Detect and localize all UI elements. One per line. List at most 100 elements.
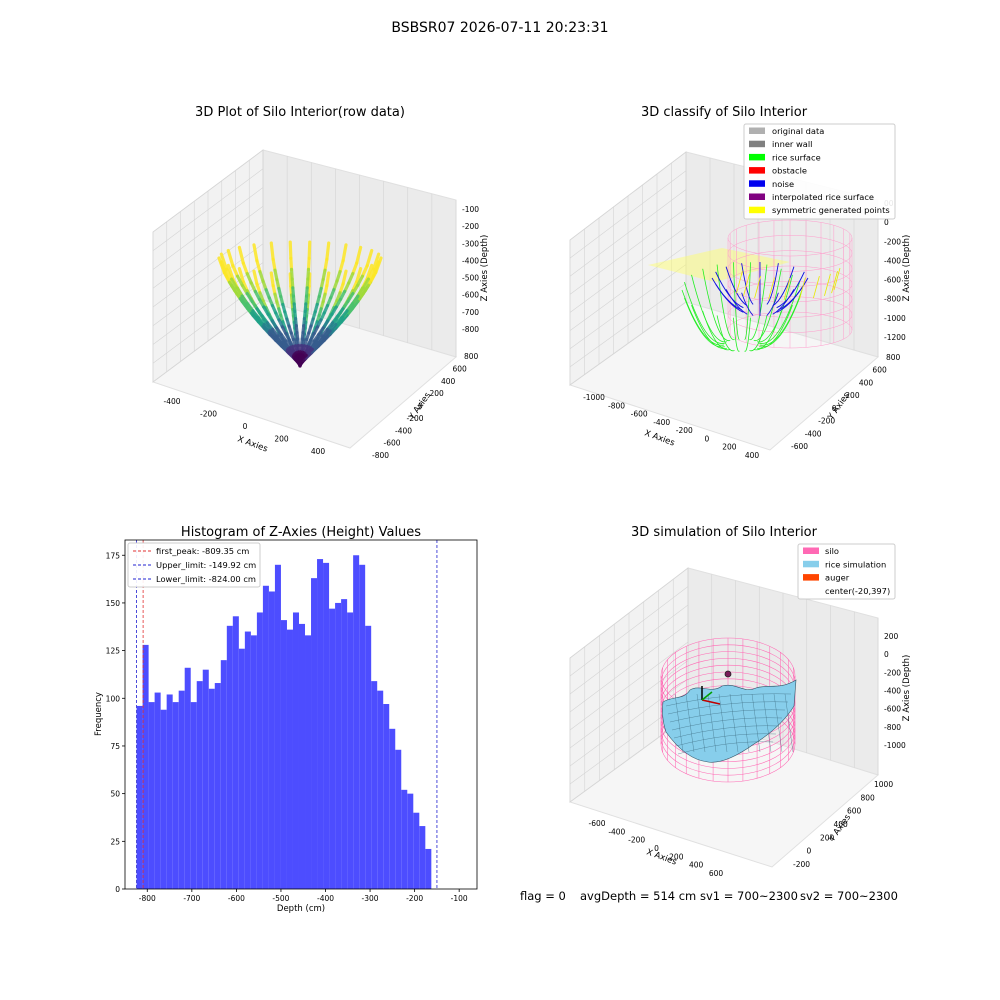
- noise-ray: [741, 263, 754, 305]
- x-tick: 200: [274, 435, 289, 444]
- grid-line: [152, 281, 264, 364]
- histogram-bars: [136, 555, 432, 889]
- histogram-bar: [401, 789, 408, 889]
- symmetric-ray: [754, 275, 761, 299]
- x-tick-label: -700: [183, 894, 200, 903]
- point-ray-segment: [365, 263, 374, 281]
- noise-ray: [772, 266, 795, 307]
- point-ray-segment: [288, 240, 293, 260]
- y-tick: -200: [818, 417, 835, 426]
- histogram-bar: [335, 602, 342, 889]
- x-tick-labels: -600-400-200 0 200 400 600: [588, 819, 723, 878]
- histogram-bar: [286, 629, 293, 889]
- noise-ray: [772, 289, 795, 315]
- histogram-bar: [262, 585, 269, 889]
- z-tick: -300: [462, 239, 479, 248]
- histogram-bar: [280, 620, 287, 889]
- noise-points: [711, 261, 809, 316]
- histogram-bar: [377, 690, 384, 889]
- legend-label: Upper_limit: -149.92 cm: [156, 560, 256, 570]
- histogram-bar: [136, 705, 143, 889]
- rice-surface-ray: [691, 274, 727, 343]
- point-ray-segment: [323, 257, 329, 272]
- histogram-bar: [148, 702, 155, 889]
- z-tick: -200: [884, 237, 901, 246]
- y-tick: 200: [820, 833, 835, 842]
- y-tick: -400: [395, 426, 412, 435]
- z-tick: -100: [462, 205, 479, 214]
- legend-label: symmetric generated points: [772, 205, 890, 215]
- z-tick: -800: [462, 325, 479, 334]
- point-ray-segment: [226, 263, 235, 281]
- y-tick: -200: [793, 860, 810, 869]
- x-tick-label: -800: [139, 894, 156, 903]
- point-ray-segment: [366, 274, 376, 287]
- point-ray-segment: [289, 267, 294, 281]
- histogram-bar: [178, 690, 185, 889]
- x-tick-label: -100: [451, 894, 468, 903]
- point-ray-segment: [235, 286, 244, 298]
- y-tick-label: 150: [106, 599, 121, 608]
- histogram-bar: [317, 559, 324, 889]
- x-tick: 200: [722, 443, 737, 452]
- rice-surface-ray: [757, 274, 793, 343]
- z-tick: -500: [462, 274, 479, 283]
- y-tick-labels: -600 -400 -200 0 200 400 600 800: [791, 353, 901, 451]
- x-tick: 600: [709, 869, 724, 878]
- point-ray-segment: [273, 268, 279, 282]
- rice-surface-ray: [749, 315, 768, 352]
- x-tick-labels: -400 -200 0 200 400: [163, 397, 325, 456]
- histogram-bar: [226, 625, 233, 889]
- grid-line: [152, 262, 264, 345]
- noise-ray: [776, 283, 805, 313]
- y-tick: 400: [834, 820, 849, 829]
- rice-surface-ray: [733, 262, 740, 340]
- legend-label: noise: [772, 179, 794, 189]
- z-tick-labels: 200 0 -200 -400 -600 -800 -1000: [884, 632, 906, 750]
- x-axis-label: Depth (cm): [277, 904, 325, 914]
- histogram-bar: [413, 812, 420, 889]
- rice-surface-ray: [702, 268, 731, 341]
- histogram-title: Histogram of Z-Axies (Height) Values: [181, 525, 421, 540]
- histogram-bar: [244, 631, 251, 889]
- histogram-bar: [365, 625, 372, 889]
- z-tick: 0: [884, 650, 889, 659]
- z-axis-label: Z Axies (Depth): [480, 235, 490, 302]
- grid-line: [152, 299, 264, 383]
- x-tick: -600: [631, 410, 648, 419]
- plot-frame: [124, 539, 478, 890]
- histogram-bar: [298, 623, 306, 889]
- y-tick: -600: [384, 439, 401, 448]
- noise-ray: [725, 289, 748, 315]
- histogram-bar: [407, 793, 414, 889]
- x-tick: -400: [608, 827, 625, 836]
- point-ray-segment: [325, 271, 331, 288]
- z-tick: -1000: [884, 314, 906, 323]
- y-tick: 800: [886, 353, 901, 362]
- point-ray-segment: [237, 267, 245, 284]
- x-tick-label: -300: [362, 894, 379, 903]
- x-axis-label: X Axies: [643, 428, 676, 448]
- z-tick: -600: [884, 276, 901, 285]
- point-ray-segment: [351, 280, 359, 293]
- point-ray-segment: [341, 269, 348, 286]
- symmetric-points: [736, 267, 841, 301]
- point-ray-segment: [252, 269, 259, 286]
- mesh-line: [671, 717, 783, 731]
- histogram-bar: [425, 848, 432, 889]
- point-ray-segment: [269, 241, 275, 261]
- legend-swatch: [803, 574, 819, 581]
- mesh-line: [696, 693, 706, 753]
- x-tick-label: -400: [317, 894, 334, 903]
- mesh-line: [673, 725, 780, 739]
- z-tick: 0: [884, 218, 889, 227]
- panel-classify-title: 3D classify of Silo Interior: [641, 105, 808, 120]
- point-ray-segment: [365, 248, 374, 268]
- reference-lines: [136, 540, 438, 889]
- rice-surface-ray: [753, 268, 782, 341]
- symmetric-ray: [768, 277, 775, 300]
- histogram-bar: [383, 704, 390, 889]
- x-tick: 400: [311, 447, 326, 456]
- rice-simulation-surface: [662, 679, 797, 763]
